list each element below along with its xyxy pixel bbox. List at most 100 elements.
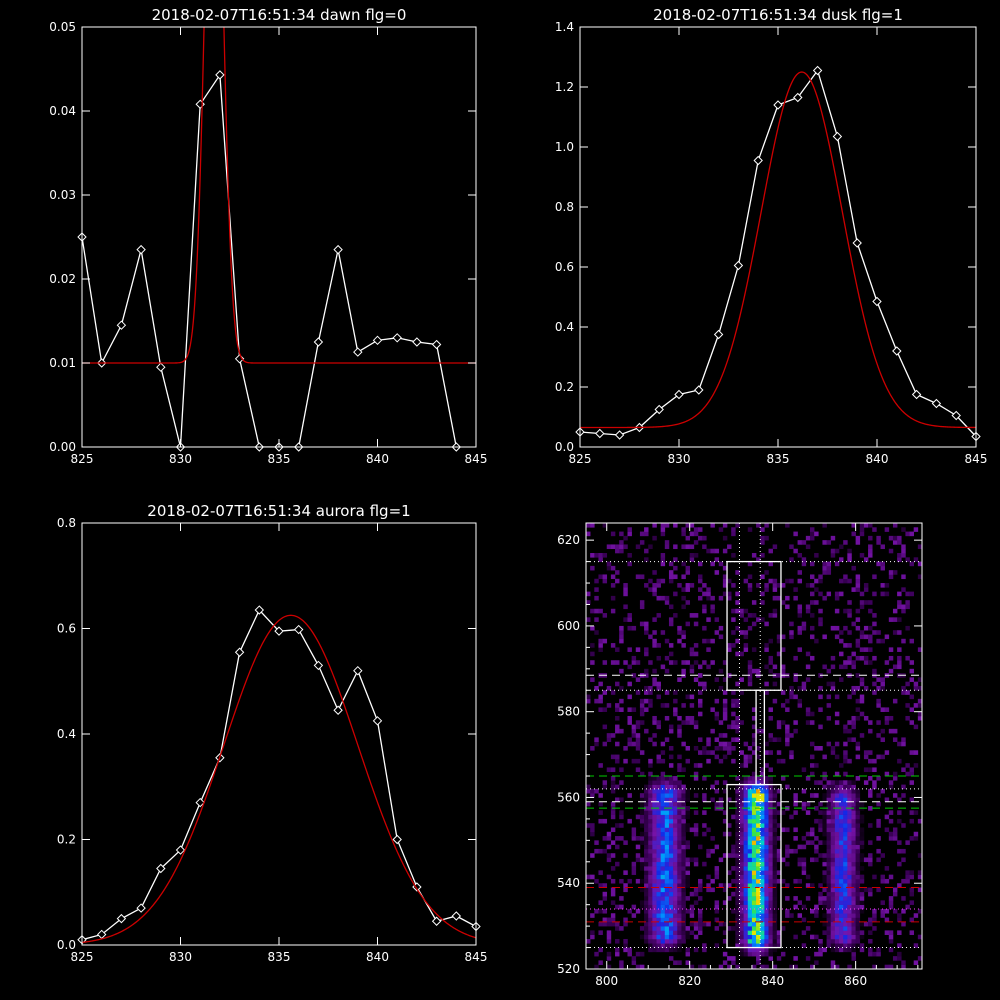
heatmap-cell — [810, 625, 815, 631]
heatmap-cell — [764, 904, 769, 910]
heatmap-cell — [698, 535, 703, 541]
data-point — [832, 131, 843, 142]
heatmap-cell — [760, 874, 765, 880]
heatmap-cell — [756, 891, 761, 897]
heatmap-cell — [656, 844, 661, 850]
heatmap-cell — [909, 917, 915, 923]
heatmap-cell — [681, 866, 686, 871]
heatmap-cell — [639, 951, 645, 957]
heatmap-cell — [685, 694, 691, 700]
heatmap-cell — [751, 814, 757, 820]
heatmap-cell — [768, 921, 773, 927]
heatmap-cell — [888, 836, 894, 841]
heatmap-cell — [610, 853, 616, 858]
heatmap-cell — [772, 891, 778, 897]
heatmap-cell — [635, 690, 641, 695]
heatmap-cell — [756, 900, 761, 905]
heatmap-cell — [660, 793, 666, 798]
heatmap-cell — [735, 831, 740, 837]
heatmap-cell — [843, 891, 848, 897]
heatmap-cell — [843, 883, 848, 888]
heatmap-cell — [905, 690, 910, 695]
heatmap-cell — [743, 844, 749, 850]
heatmap-cell — [627, 527, 632, 532]
heatmap-cell — [698, 878, 703, 884]
heatmap-cell — [822, 818, 827, 824]
heatmap-cell — [685, 746, 691, 751]
heatmap-cell — [598, 574, 603, 580]
heatmap-cell — [656, 926, 661, 931]
heatmap-cell — [743, 943, 749, 948]
heatmap-cell — [843, 797, 848, 803]
heatmap-cell — [768, 767, 773, 773]
heatmap-cell — [776, 788, 782, 794]
heatmap-cell — [897, 913, 902, 918]
heatmap-cell — [793, 587, 798, 592]
heatmap-cell — [644, 673, 649, 678]
heatmap-cell — [805, 926, 811, 931]
heatmap-cell — [801, 904, 807, 910]
heatmap-cell — [785, 698, 790, 704]
heatmap-cell — [677, 793, 682, 798]
heatmap-cell — [639, 878, 645, 884]
heatmap-cell — [872, 613, 877, 618]
heatmap-cell — [751, 964, 757, 969]
heatmap-cell — [830, 788, 836, 794]
heatmap-cell — [727, 724, 732, 730]
heatmap-cell — [652, 874, 657, 880]
heatmap-cell — [859, 857, 865, 863]
heatmap-cell — [805, 801, 811, 807]
heatmap-cell — [839, 840, 844, 845]
heatmap-cell — [826, 878, 832, 884]
heatmap-cell — [681, 853, 686, 858]
heatmap-cell — [888, 655, 894, 661]
heatmap-cell — [735, 793, 740, 798]
heatmap-cell — [743, 810, 749, 815]
heatmap-cell — [909, 767, 915, 773]
heatmap-cell — [818, 823, 823, 828]
heatmap-cell — [644, 891, 649, 897]
heatmap-cell — [818, 853, 823, 858]
heatmap-cell — [897, 660, 902, 665]
heatmap-cell — [673, 908, 678, 914]
heatmap-cell — [623, 583, 628, 588]
heatmap-cell — [660, 814, 666, 820]
heatmap-cell — [747, 857, 753, 863]
heatmap-cell — [644, 913, 649, 918]
heatmap-cell — [648, 806, 653, 811]
heatmap-cell — [888, 535, 894, 541]
heatmap-cell — [594, 587, 599, 592]
heatmap-cell — [901, 921, 906, 927]
heatmap-cell — [673, 896, 678, 901]
heatmap-cell — [747, 587, 753, 592]
heatmap-cell — [905, 874, 910, 880]
heatmap-cell — [917, 818, 922, 824]
heatmap-cell — [743, 788, 749, 794]
heatmap-cell — [768, 548, 773, 554]
heatmap-cell — [652, 917, 657, 923]
heatmap-cell — [681, 767, 686, 773]
heatmap-cell — [768, 578, 773, 584]
heatmap-cell — [743, 793, 749, 798]
heatmap-cell — [839, 793, 844, 798]
heatmap-cell — [710, 523, 715, 528]
heatmap-cell — [631, 960, 637, 966]
heatmap-cell — [681, 587, 686, 592]
heatmap-cell — [851, 685, 856, 691]
heatmap-cell — [888, 904, 894, 910]
heatmap-cell — [834, 836, 840, 841]
heatmap-cell — [768, 870, 773, 875]
heatmap-cell — [594, 964, 599, 969]
heatmap-cell — [756, 883, 761, 888]
heatmap-cell — [648, 763, 653, 768]
heatmap-cell — [739, 836, 744, 841]
heatmap-cell — [668, 908, 674, 914]
heatmap-cell — [743, 758, 749, 764]
heatmap-cell — [756, 866, 761, 871]
heatmap-cell — [839, 883, 844, 888]
heatmap-cell — [610, 878, 616, 884]
heatmap-cell — [623, 617, 628, 622]
heatmap-cell — [664, 544, 670, 550]
heatmap-cell — [610, 900, 616, 905]
heatmap-cell — [868, 523, 873, 528]
